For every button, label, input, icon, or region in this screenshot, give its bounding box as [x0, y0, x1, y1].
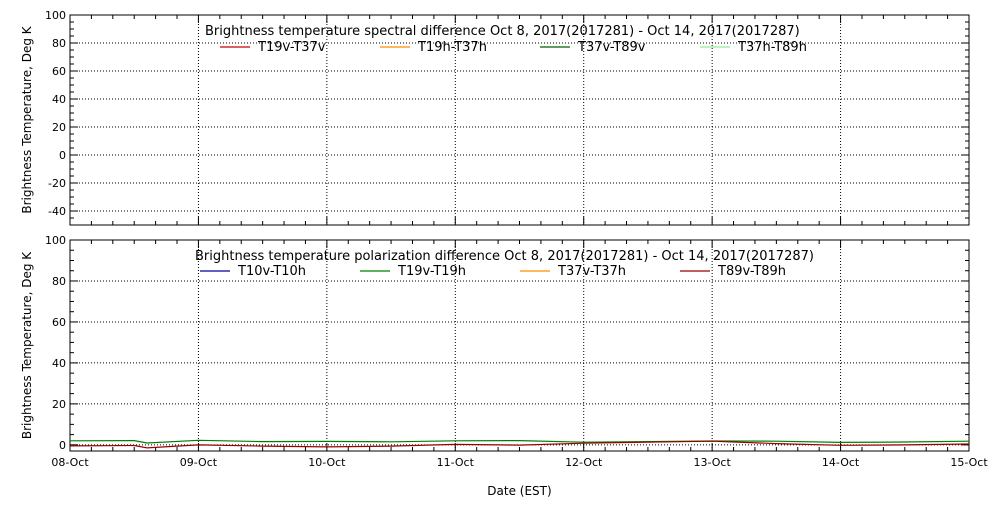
panel1-legend-label: T19h-T37h — [417, 40, 487, 55]
panel1-y-tick-label: 40 — [52, 93, 66, 106]
panel1-y-tick-label: 100 — [45, 9, 66, 22]
panel2-plot-frame — [69, 239, 970, 452]
panel1-y-tick-label: 60 — [52, 65, 66, 78]
panel2-x-tick-label: 10-Oct — [308, 456, 346, 469]
panel2-x-tick-label: 12-Oct — [565, 456, 603, 469]
panel1-y-tick-label: -40 — [48, 205, 66, 218]
panel2-x-axis-title: Date (EST) — [487, 484, 551, 498]
panel1-y-tick-label: 80 — [52, 37, 66, 50]
panel1-y-tick-label: 0 — [59, 149, 66, 162]
panel2-y-tick-label: 40 — [52, 357, 66, 370]
panel2-x-tick-label: 15-Oct — [950, 456, 988, 469]
panel1-legend-label: T19v-T37v — [257, 40, 326, 55]
panel2-x-tick-label: 08-Oct — [51, 456, 89, 469]
panel2-y-tick-label: 100 — [45, 234, 66, 247]
panel1-y-tick-label: -20 — [48, 177, 66, 190]
panel1-legend-label: T37v-T89v — [577, 40, 646, 55]
panel2-legend-label: T19v-T19h — [397, 264, 466, 279]
panel1-legend-label: T37h-T89h — [737, 40, 807, 55]
panel1-y-tick-label: 20 — [52, 121, 66, 134]
panel1-chart-title: Brightness temperature spectral differen… — [205, 24, 800, 39]
panel2-y-tick-label: 0 — [59, 439, 66, 452]
panel2-legend-label: T89v-T89h — [717, 264, 786, 279]
panel2-y-tick-label: 20 — [52, 398, 66, 411]
panel2-chart-title: Brightness temperature polarization diff… — [195, 249, 814, 264]
panel2-series-line — [69, 439, 970, 444]
panel1-plot-frame — [69, 14, 970, 226]
panel2-y-tick-label: 80 — [52, 275, 66, 288]
panel2-y-axis-title: Brightness Temperature, Deg K — [20, 251, 34, 439]
panel2-x-tick-label: 14-Oct — [822, 456, 860, 469]
panel2-x-tick-label: 11-Oct — [437, 456, 475, 469]
panel2-legend-label: T37v-T37h — [557, 264, 626, 279]
panel2-x-tick-label: 13-Oct — [693, 456, 731, 469]
panel2-x-tick-label: 09-Oct — [180, 456, 218, 469]
panel1-y-axis-title: Brightness Temperature, Deg K — [20, 25, 34, 213]
panel2-series-line — [69, 440, 970, 449]
panel2-y-tick-label: 60 — [52, 316, 66, 329]
panel2-legend-label: T10v-T10h — [237, 264, 306, 279]
